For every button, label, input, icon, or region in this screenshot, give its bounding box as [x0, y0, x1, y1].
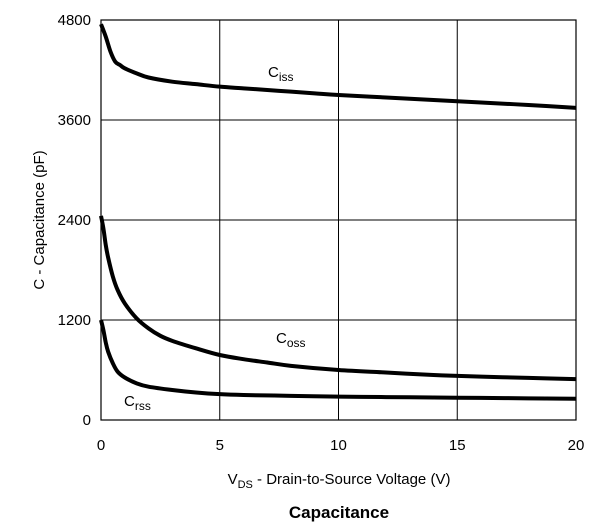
y-axis-title: C - Capacitance (pF)	[31, 150, 48, 289]
series-line-crss	[99, 319, 577, 401]
x-axis-title-rest: - Drain-to-Source Voltage (V)	[253, 471, 451, 488]
series-label-ciss-sub: iss	[279, 70, 294, 84]
y-tick-label: 4800	[58, 12, 91, 29]
series-label-ciss: Ciss	[268, 64, 294, 84]
series-label-crss: Crss	[124, 393, 151, 413]
series-line-coss	[99, 215, 577, 382]
x-tick-label: 20	[568, 437, 585, 454]
tick-layer: 0 5 10 15 20 0 1200 2400 3600 4800	[58, 12, 585, 454]
x-tick-label: 15	[449, 437, 466, 454]
x-axis-title-main: V	[228, 471, 238, 488]
plot-frame	[100, 19, 577, 421]
x-axis-title-sub: DS	[238, 479, 253, 491]
series-label-crss-sub: rss	[135, 399, 151, 413]
series-label-coss-sub: oss	[287, 336, 306, 350]
chart-title: Capacitance	[289, 503, 389, 522]
y-tick-label: 2400	[58, 212, 91, 229]
y-tick-label: 0	[83, 412, 91, 429]
y-tick-label: 1200	[58, 312, 91, 329]
y-tick-label: 3600	[58, 112, 91, 129]
series-label-crss-main: C	[124, 393, 135, 410]
x-tick-label: 5	[216, 437, 224, 454]
x-axis-title: VDS - Drain-to-Source Voltage (V)	[228, 471, 451, 491]
x-tick-label: 0	[97, 437, 105, 454]
series-line-ciss	[99, 23, 577, 110]
x-tick-label: 10	[330, 437, 347, 454]
curve-layer	[99, 23, 577, 401]
series-label-coss: Coss	[276, 330, 306, 350]
series-label-coss-main: C	[276, 330, 287, 347]
series-label-ciss-main: C	[268, 64, 279, 81]
